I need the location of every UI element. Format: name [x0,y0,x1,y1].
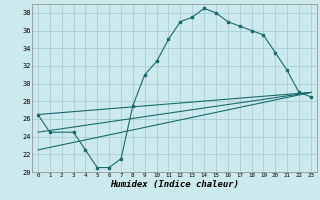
X-axis label: Humidex (Indice chaleur): Humidex (Indice chaleur) [110,180,239,189]
